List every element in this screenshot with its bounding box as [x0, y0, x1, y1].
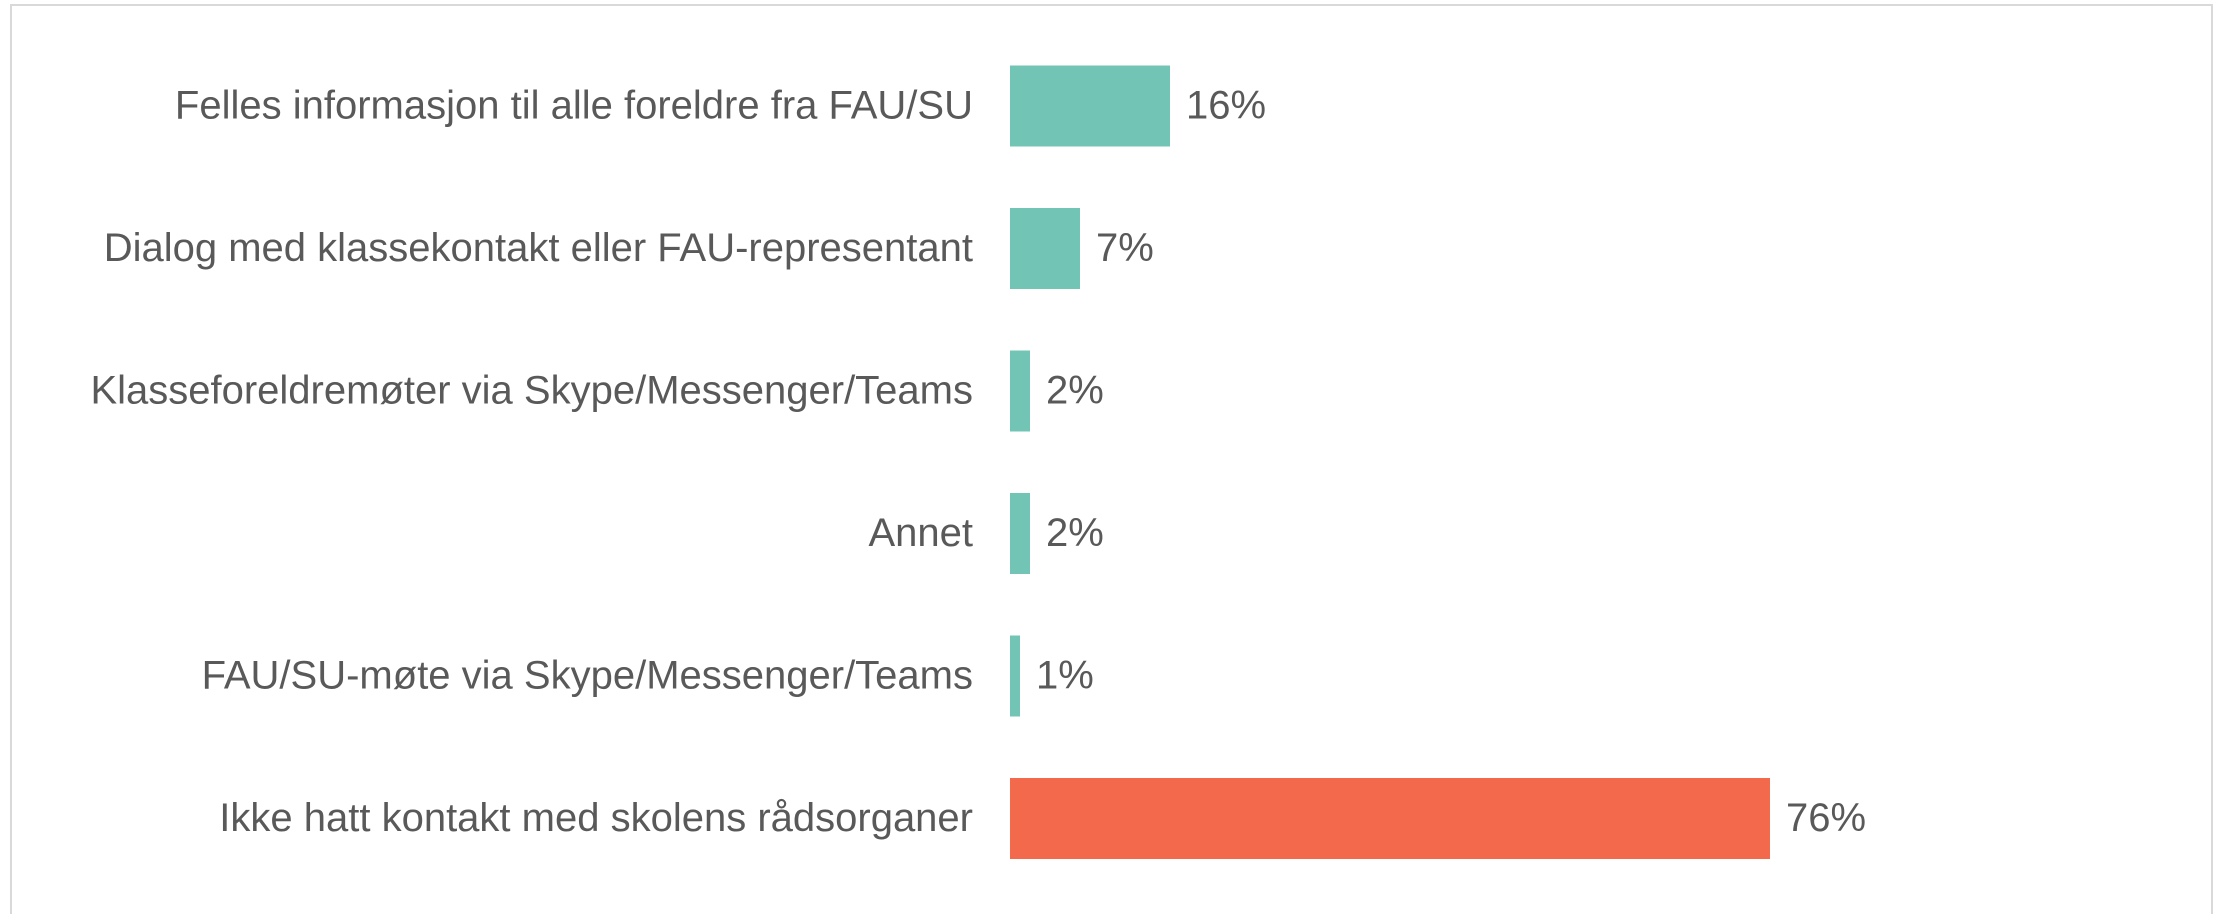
category-label: FAU/SU-møte via Skype/Messenger/Teams — [202, 654, 973, 698]
bar — [1010, 493, 1030, 574]
bar — [1010, 635, 1020, 717]
bar — [1010, 350, 1030, 432]
bar — [1010, 65, 1170, 147]
category-label: Annet — [868, 511, 973, 555]
chart-frame — [10, 4, 2213, 914]
value-label: 2% — [1046, 369, 1104, 413]
value-label: 2% — [1046, 511, 1104, 555]
category-label: Klasseforeldremøter via Skype/Messenger/… — [90, 369, 973, 413]
value-label: 16% — [1186, 84, 1266, 128]
bar — [1010, 208, 1080, 289]
category-label: Ikke hatt kontakt med skolens rådsorgane… — [219, 796, 973, 840]
value-label: 7% — [1096, 226, 1154, 270]
category-label: Felles informasjon til alle foreldre fra… — [175, 84, 973, 128]
value-label: 76% — [1786, 796, 1866, 840]
category-label: Dialog med klassekontakt eller FAU-repre… — [104, 226, 973, 270]
bar — [1010, 778, 1770, 859]
value-label: 1% — [1036, 654, 1094, 698]
